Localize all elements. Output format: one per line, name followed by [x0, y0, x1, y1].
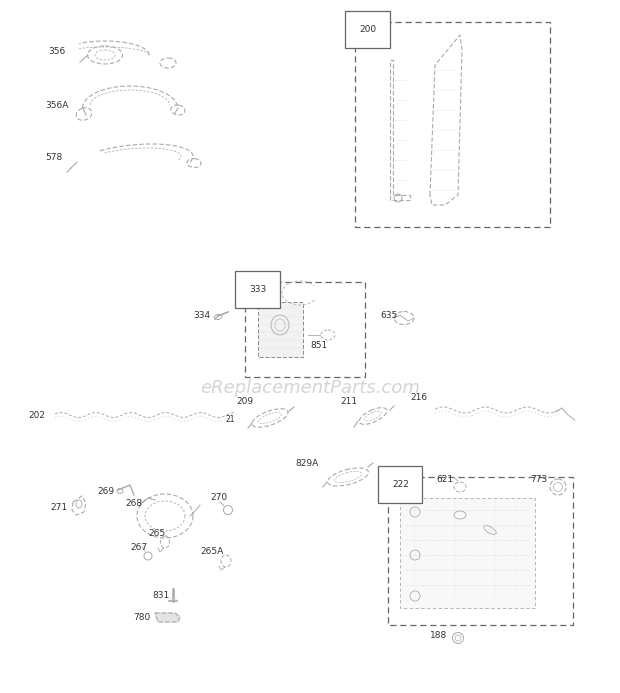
Polygon shape [155, 613, 180, 622]
Text: 188: 188 [430, 631, 447, 640]
Bar [245, 282, 365, 377]
Text: 851: 851 [310, 340, 327, 349]
Text: 271: 271 [50, 502, 67, 511]
Text: 829A: 829A [295, 459, 318, 468]
Text: 334: 334 [193, 311, 210, 320]
Text: 265: 265 [148, 529, 165, 538]
Text: 621: 621 [436, 475, 453, 484]
Text: 268: 268 [125, 500, 142, 509]
Text: 265A: 265A [200, 547, 223, 556]
Text: 216: 216 [410, 394, 427, 403]
Text: 780: 780 [133, 613, 150, 622]
Text: 200: 200 [359, 25, 376, 34]
Text: 333: 333 [249, 285, 266, 294]
Text: 831: 831 [152, 592, 169, 601]
Text: 267: 267 [130, 543, 147, 552]
Text: 356: 356 [48, 48, 65, 57]
Text: 21: 21 [225, 416, 234, 425]
Text: 202: 202 [28, 410, 45, 419]
Text: 209: 209 [236, 398, 253, 407]
Bar [355, 22, 550, 227]
Text: 269: 269 [97, 487, 114, 496]
Bar [400, 498, 535, 608]
Text: 222: 222 [392, 480, 409, 489]
Bar [258, 302, 303, 357]
Text: 211: 211 [340, 398, 357, 407]
Text: 356A: 356A [45, 100, 68, 109]
Text: 635: 635 [380, 310, 397, 319]
Text: eReplacementParts.com: eReplacementParts.com [200, 379, 420, 397]
Text: 578: 578 [45, 154, 62, 162]
Text: 773: 773 [530, 475, 547, 484]
Text: 270: 270 [210, 493, 227, 502]
Bar [388, 477, 573, 625]
